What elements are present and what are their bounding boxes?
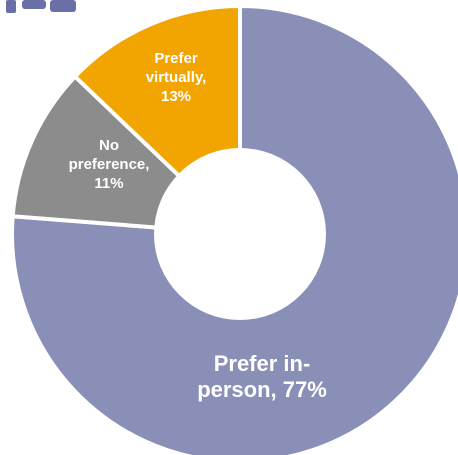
- slice-label-line: person, 77%: [197, 377, 327, 402]
- slice-labels: Prefer in-person, 77% No preference, 11% Pre…: [69, 50, 327, 402]
- slice-label-line: No: [99, 137, 119, 154]
- slice-label-line: Prefer in-: [214, 351, 311, 376]
- slice-label-line: virtually,: [146, 69, 207, 86]
- title-fragment-stroke-2: [22, 0, 46, 9]
- slice-label-in-person: Prefer in-person, 77%: [197, 351, 327, 402]
- slice-label-line: Prefer: [154, 50, 198, 67]
- title-fragment: [6, 0, 76, 13]
- slice-label-line: preference,: [69, 156, 150, 173]
- donut-hole: [154, 148, 326, 320]
- slice-label-virtually: Prefer virtually, 13%: [146, 50, 207, 105]
- slice-label-line: 11%: [94, 175, 123, 192]
- slice-in-person: [10, 3, 458, 455]
- slice-label-line: 13%: [161, 88, 191, 105]
- title-fragment-stroke-3: [50, 0, 76, 12]
- title-fragment-stroke-1: [6, 0, 16, 13]
- slice-label-no-preference: No preference, 11%: [69, 137, 150, 192]
